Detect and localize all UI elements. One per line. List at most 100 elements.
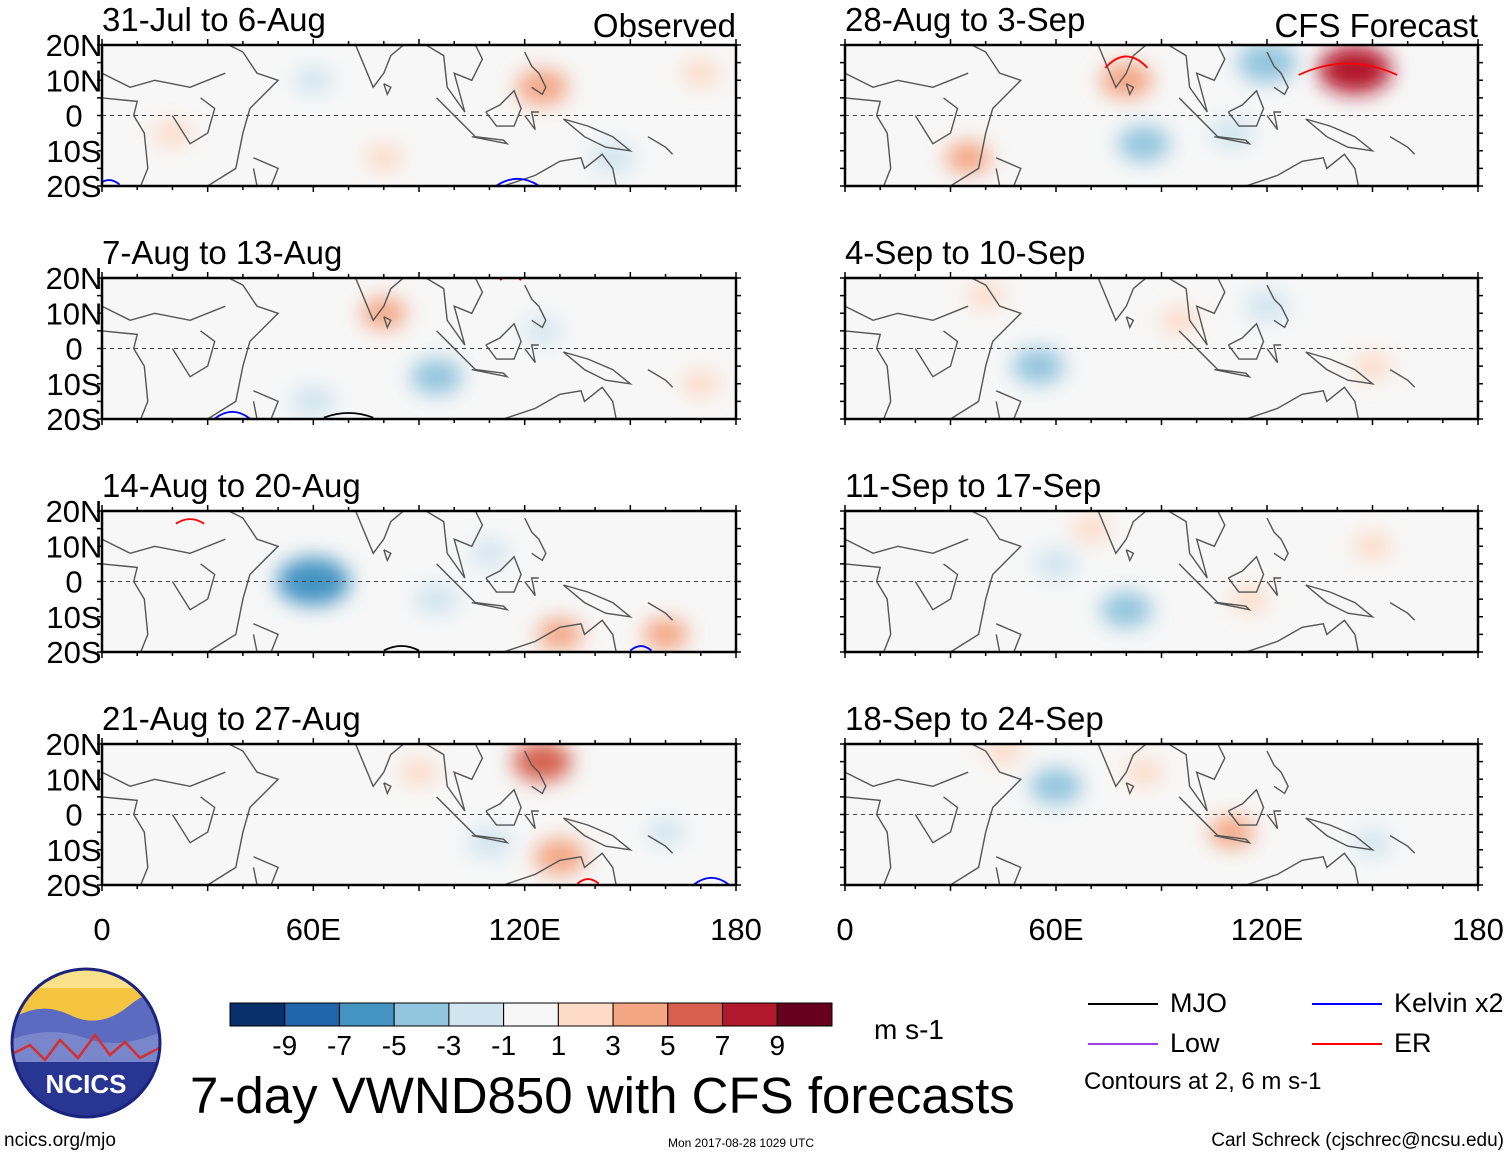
indochina-coast — [425, 511, 484, 579]
contour-kelvin-x2 — [102, 179, 121, 186]
sri-lanka-coast — [1125, 316, 1135, 330]
interior-borders — [914, 796, 959, 844]
solomon-islands-coast — [1389, 369, 1416, 388]
africa-coast — [102, 511, 280, 652]
y-tick-label: 0 — [65, 99, 82, 134]
anomaly-area — [294, 66, 333, 95]
colorbar-swatch — [338, 1002, 395, 1027]
colorbar-swatch — [229, 1002, 286, 1027]
y-tick-label: 0 — [65, 798, 82, 833]
anomaly-area — [512, 744, 572, 782]
solomon-islands-coast — [1389, 602, 1416, 621]
australia-coast — [1245, 619, 1360, 652]
java-coast — [471, 834, 510, 844]
africa-borders — [102, 538, 226, 555]
sri-lanka-coast — [383, 316, 392, 330]
borneo-coast — [1227, 89, 1265, 127]
africa-coast — [102, 278, 280, 419]
interior-borders — [171, 330, 216, 378]
anomaly-area — [945, 141, 991, 174]
anomaly-area — [153, 119, 192, 148]
africa-coast — [102, 744, 280, 885]
anomaly-area — [290, 385, 336, 418]
africa-borders — [102, 771, 226, 788]
sumatra-coast — [1178, 97, 1219, 138]
contour-note: Contours at 2, 6 m s-1 — [1084, 1068, 1322, 1095]
anomaly-area — [1353, 828, 1392, 857]
africa-coast — [845, 278, 1023, 419]
y-tick-label: 10S — [46, 600, 101, 635]
anomaly-area — [1072, 514, 1111, 543]
anomaly-area — [1318, 45, 1392, 94]
borneo-coast — [1227, 555, 1265, 593]
india-coast — [1096, 45, 1148, 89]
y-tick-label: 10S — [46, 134, 101, 169]
colorbar-swatch — [393, 1002, 450, 1027]
madagascar-coast — [252, 390, 280, 419]
ncics-logo-text: NCICS — [46, 1069, 127, 1099]
solomon-islands-coast — [1389, 835, 1416, 854]
india-coast — [1096, 278, 1148, 322]
anomaly-area — [1100, 62, 1153, 99]
footer-author: Carl Schreck (cjschrec@ncsu.edu) — [1211, 1130, 1504, 1151]
y-tick-label: 10N — [46, 762, 103, 797]
new-guinea-coast — [1305, 118, 1375, 152]
legend-low-label: Low — [1170, 1028, 1220, 1058]
sulawesi-coast — [1266, 111, 1282, 131]
indochina-coast — [1168, 744, 1226, 812]
colorbar — [229, 1002, 833, 1027]
anomaly-area — [516, 69, 569, 106]
y-tick-label: 10S — [46, 367, 101, 402]
madagascar-coast — [995, 623, 1022, 652]
observed-column-header: Observed — [593, 7, 736, 44]
footer-url[interactable]: ncics.org/mjo — [4, 1130, 116, 1151]
anomaly-area — [646, 818, 685, 847]
new-guinea-coast — [562, 118, 633, 152]
y-tick-label: 20N — [46, 494, 103, 529]
colorbar-swatch — [776, 1002, 833, 1027]
new-guinea-coast — [1305, 351, 1375, 385]
map-panel: 28-Aug to 3-Sep — [840, 1, 1483, 192]
new-guinea-coast — [1305, 817, 1375, 851]
africa-borders — [845, 771, 969, 788]
legend-er: ER — [1312, 1028, 1432, 1059]
australia-coast — [1245, 153, 1360, 186]
x-tick-label: 60E — [1028, 912, 1083, 947]
panel-title: 7-Aug to 13-Aug — [102, 234, 342, 271]
contour-er — [1104, 55, 1149, 69]
sulawesi-coast — [1266, 577, 1282, 597]
india-coast — [354, 744, 405, 788]
sri-lanka-coast — [1125, 83, 1135, 97]
madagascar-coast — [995, 157, 1022, 186]
anomaly-area — [1030, 768, 1082, 805]
new-guinea-coast — [562, 584, 633, 618]
anomaly-area — [681, 369, 720, 398]
java-coast — [471, 368, 510, 378]
main-title: 7-day VWND850 with CFS forecasts — [190, 1067, 1015, 1124]
anomaly-area — [1033, 547, 1079, 580]
africa-borders — [845, 72, 969, 89]
australia-coast — [503, 852, 617, 885]
philippines-coast — [524, 750, 547, 795]
sulawesi-coast — [524, 344, 539, 364]
contour-kelvin-x2 — [629, 645, 653, 652]
colorbar-swatch — [612, 1002, 669, 1027]
colorbar-tick-label: 5 — [660, 1030, 676, 1061]
ncics-logo: NCICS — [10, 967, 162, 1119]
sumatra-coast — [436, 796, 476, 837]
anomaly-area — [361, 297, 407, 330]
colorbar-swatch — [557, 1002, 614, 1027]
x-tick-label: 120E — [1231, 912, 1303, 947]
colorbar-tick-label: 3 — [605, 1030, 621, 1061]
sumatra-coast — [1178, 796, 1219, 837]
anomaly-area — [466, 826, 512, 859]
philippines-coast — [524, 51, 547, 96]
philippines-coast — [1266, 284, 1289, 329]
contour-er — [1298, 62, 1398, 76]
footer-timestamp: Mon 2017-08-28 1029 UTC — [668, 1136, 815, 1150]
africa-coast — [845, 45, 1023, 186]
map-panel: 18-Sep to 24-Sep — [840, 700, 1483, 891]
anomaly-area — [1117, 125, 1170, 162]
